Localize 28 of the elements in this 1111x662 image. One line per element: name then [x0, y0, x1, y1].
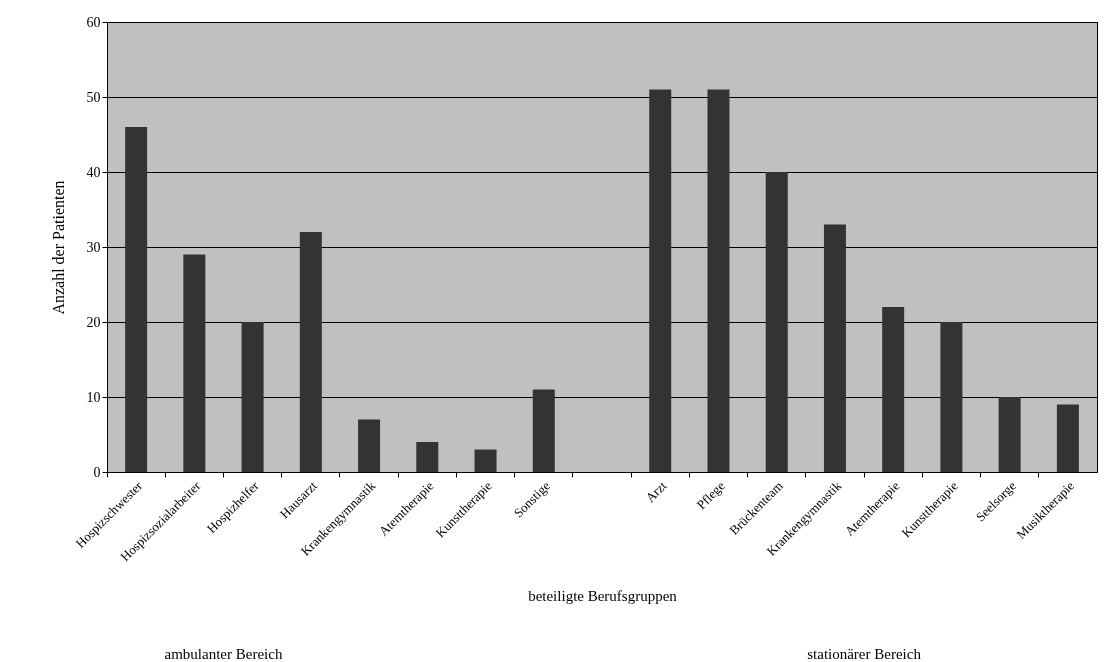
bar	[707, 89, 730, 472]
bar	[183, 254, 206, 472]
y-tick-label: 20	[86, 314, 101, 330]
bar	[1056, 404, 1079, 472]
y-tick-label: 60	[86, 14, 101, 30]
y-tick-label: 50	[86, 89, 101, 105]
bar	[416, 442, 439, 472]
bar	[882, 307, 905, 472]
bar	[998, 397, 1021, 472]
bar	[241, 322, 264, 472]
text: stationärer Bereich	[807, 646, 922, 662]
bar	[532, 389, 555, 472]
bar	[125, 127, 148, 472]
x-tick-label: Arzt	[642, 477, 670, 506]
y-tick-label: 40	[86, 164, 101, 180]
bar	[299, 232, 322, 472]
bar	[765, 172, 788, 472]
text: ambulanter Bereich	[164, 646, 283, 662]
bar	[823, 224, 846, 472]
bar	[358, 419, 381, 472]
bar	[474, 449, 497, 472]
y-tick-label: 0	[93, 464, 101, 480]
y-tick-label: 30	[86, 239, 101, 255]
x-axis-title: beteiligte Berufsgruppen	[528, 588, 678, 605]
y-axis-title: Anzahl der Patienten	[49, 180, 67, 315]
y-tick-label: 10	[86, 389, 101, 405]
bar	[940, 322, 963, 472]
bar	[649, 89, 672, 472]
